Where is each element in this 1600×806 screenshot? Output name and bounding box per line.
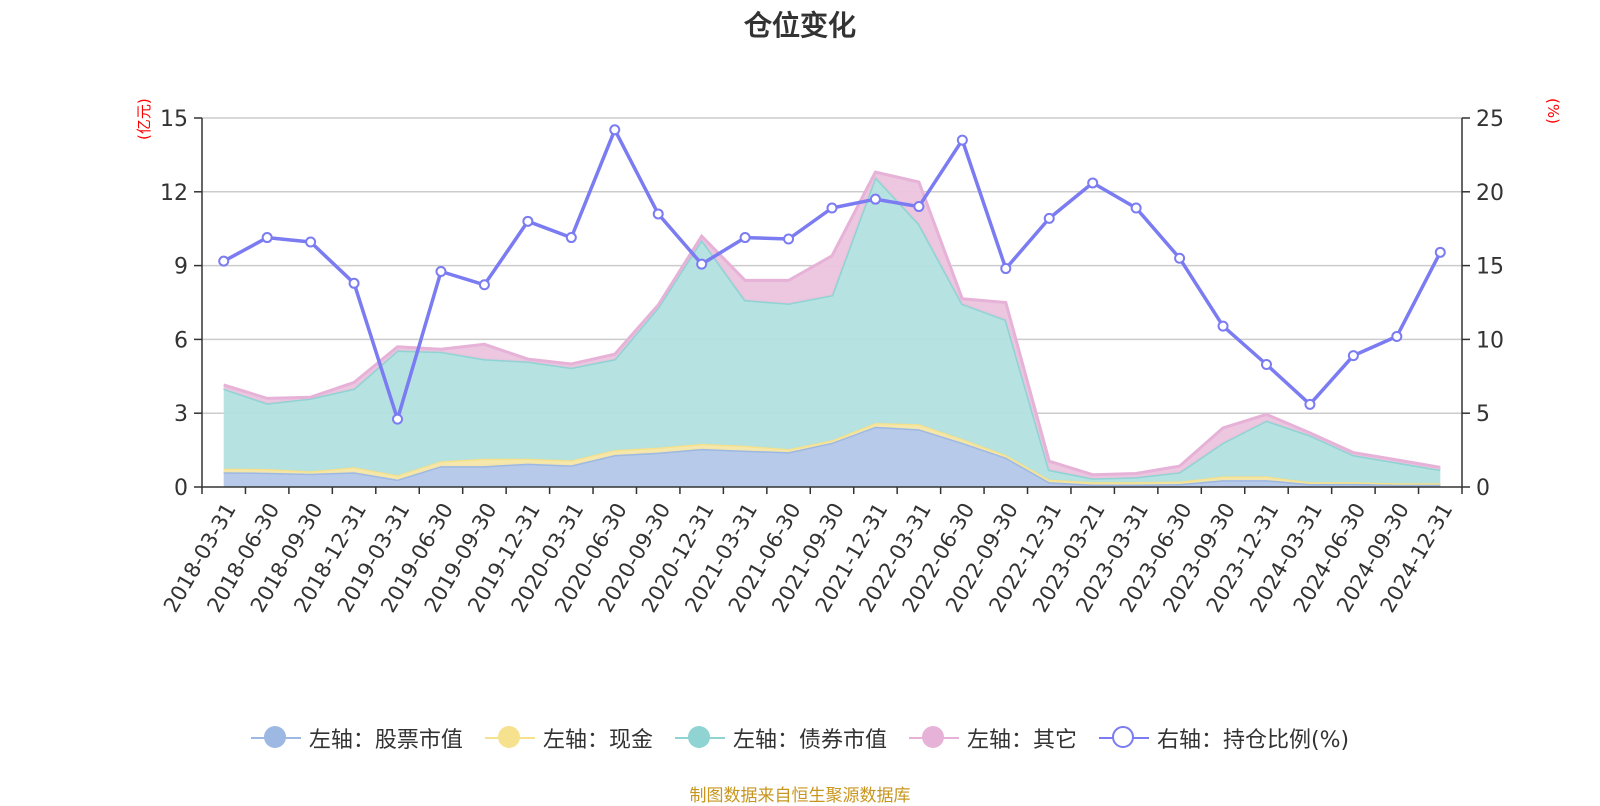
left-tick-label-0: 0 [174, 476, 188, 501]
ratio-point-28 [1434, 246, 1446, 258]
legend-item-position-ratio[interactable]: 右轴：持仓比例(%) [1098, 722, 1350, 754]
ratio-point-13 [783, 233, 795, 245]
legend-marker-bond-icon [674, 725, 725, 751]
ratio-point-3 [348, 277, 360, 289]
area-series-2 [223, 177, 1441, 484]
ratio-point-7 [522, 215, 534, 227]
ratio-point-21 [1130, 202, 1142, 214]
ratio-point-10 [652, 208, 664, 220]
ratio-point-22 [1174, 252, 1186, 264]
ratio-point-8 [565, 232, 577, 244]
right-tick-label-5: 25 [1476, 107, 1504, 132]
right-tick-label-0: 0 [1476, 476, 1490, 501]
chart-title: 仓位变化 [743, 9, 856, 42]
ratio-point-19 [1043, 212, 1055, 224]
ratio-point-14 [826, 202, 838, 214]
ratio-point-5 [435, 266, 447, 278]
ratio-point-4 [392, 413, 404, 425]
ratio-point-11 [696, 258, 708, 270]
ratio-point-6 [478, 279, 490, 291]
left-tick-label-3: 9 [174, 255, 188, 280]
ratio-point-1 [261, 232, 273, 244]
ratio-point-24 [1260, 358, 1272, 370]
ratio-point-9 [609, 124, 621, 136]
ratio-point-20 [1087, 177, 1099, 189]
legend-marker-cash-icon [484, 725, 535, 751]
right-tick-label-2: 10 [1476, 328, 1504, 353]
right-tick-label-1: 5 [1476, 402, 1490, 427]
legend-label-other: 左轴：其它 [966, 728, 1077, 753]
ratio-point-17 [956, 134, 968, 146]
ratio-point-25 [1304, 398, 1316, 410]
legend-marker-stock-icon [250, 725, 301, 751]
legend-item-other[interactable]: 左轴：其它 [908, 722, 1077, 754]
ratio-point-26 [1347, 350, 1359, 362]
right-tick-label-3: 15 [1476, 255, 1504, 280]
left-tick-label-4: 12 [160, 181, 188, 206]
ratio-point-27 [1391, 330, 1403, 342]
legend-label-stock: 左轴：股票市值 [308, 728, 463, 753]
ratio-point-23 [1217, 320, 1229, 332]
ratio-point-15 [869, 193, 881, 205]
legend: 左轴：股票市值 左轴：现金 左轴：债券市值 左轴：其它 右轴：持仓比例(%) [0, 722, 1600, 754]
ratio-point-16 [913, 201, 925, 213]
left-tick-label-2: 6 [174, 328, 188, 353]
ratio-point-0 [218, 255, 230, 267]
legend-label-position-ratio: 右轴：持仓比例(%) [1156, 728, 1350, 753]
source-note: 制图数据来自恒生聚源数据库 [689, 786, 911, 806]
area-series-0 [223, 426, 1441, 487]
legend-label-cash: 左轴：现金 [542, 728, 653, 753]
legend-item-bond[interactable]: 左轴：债券市值 [674, 722, 887, 754]
ratio-point-12 [739, 232, 751, 244]
ratio-point-18 [1000, 263, 1012, 275]
left-tick-label-5: 15 [160, 107, 188, 132]
right-tick-label-4: 20 [1476, 181, 1504, 206]
legend-item-stock[interactable]: 左轴：股票市值 [250, 722, 463, 754]
legend-marker-other-icon [908, 725, 959, 751]
area-edge-series-3 [223, 170, 1441, 477]
ratio-point-2 [305, 236, 317, 248]
legend-label-bond: 左轴：债券市值 [732, 728, 887, 753]
left-tick-label-1: 3 [174, 402, 188, 427]
legend-marker-ratio-icon [1098, 725, 1149, 751]
legend-item-cash[interactable]: 左轴：现金 [484, 722, 653, 754]
